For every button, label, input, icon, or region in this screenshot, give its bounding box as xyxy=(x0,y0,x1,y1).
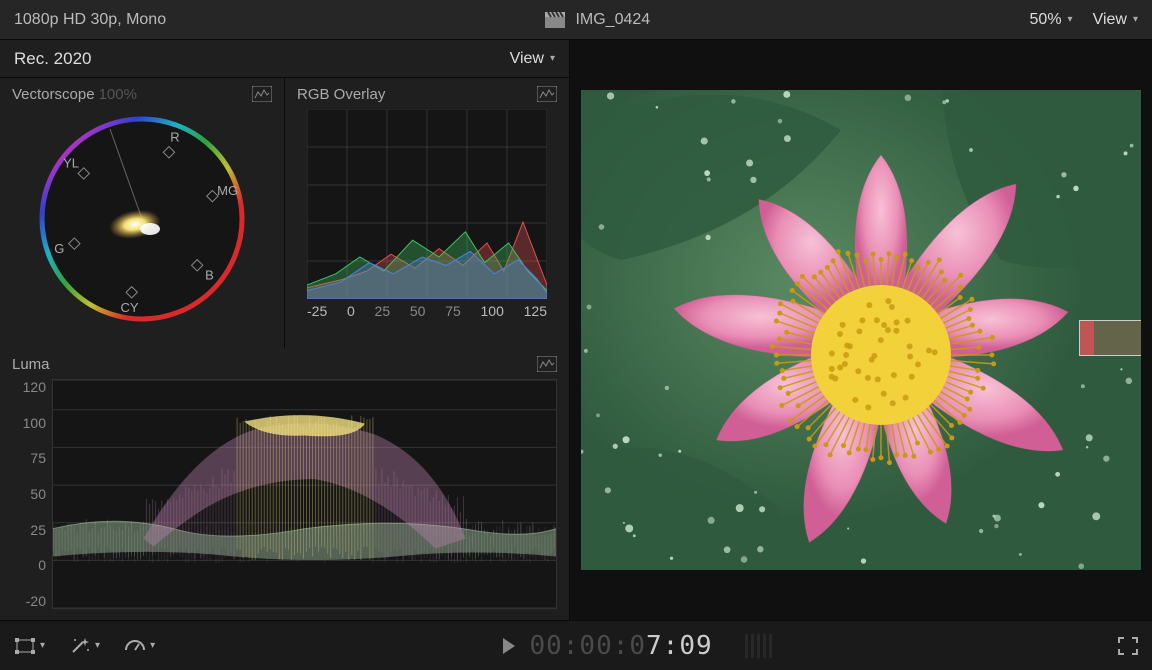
view-label: View xyxy=(1093,11,1127,29)
crop-handle[interactable] xyxy=(1079,320,1141,356)
viewer-image xyxy=(581,90,1141,570)
luma-graph xyxy=(53,380,556,608)
timecode-lit: 7:09 xyxy=(646,631,713,661)
fullscreen-button[interactable] xyxy=(1118,637,1138,655)
playback-controls: 00:00:07:09 xyxy=(501,631,771,661)
chevron-down-icon: ▾ xyxy=(1133,14,1138,25)
timecode-dim: 00:00:0 xyxy=(529,631,646,661)
rgb-overlay-title: RGB Overlay xyxy=(297,86,385,103)
scopes-header: Rec. 2020 View ▾ xyxy=(0,40,569,78)
zoom-dropdown[interactable]: 50% ▾ xyxy=(1030,11,1073,29)
vectorscope-title: Vectorscope xyxy=(12,86,95,103)
chevron-down-icon: ▾ xyxy=(1068,14,1073,25)
transform-tool[interactable]: ▾ xyxy=(14,637,45,655)
svg-text:CY: CY xyxy=(120,300,138,315)
colorspace-label: Rec. 2020 xyxy=(14,49,510,69)
chevron-down-icon: ▾ xyxy=(550,53,555,64)
svg-text:MG: MG xyxy=(217,183,238,198)
luma-panel: Luma 1201007550250-20 xyxy=(0,348,569,620)
svg-text:R: R xyxy=(170,129,179,144)
viewer-canvas[interactable] xyxy=(581,90,1141,570)
viewer-view-dropdown[interactable]: View ▾ xyxy=(1093,11,1138,29)
retime-tool[interactable]: ▾ xyxy=(124,637,155,655)
chevron-down-icon: ▾ xyxy=(95,640,100,651)
play-button[interactable] xyxy=(501,637,517,655)
svg-text:G: G xyxy=(54,241,64,256)
rgb-overlay-panel: RGB Overlay -250255075100125 xyxy=(285,78,569,348)
viewer xyxy=(570,40,1152,620)
scope-settings-icon[interactable] xyxy=(252,86,272,102)
scope-settings-icon[interactable] xyxy=(537,86,557,102)
scopes-panel: Rec. 2020 View ▾ Vectorscope 100% xyxy=(0,40,570,620)
luma-yaxis: 1201007550250-20 xyxy=(12,379,52,609)
zoom-value: 50% xyxy=(1030,11,1062,29)
scope-settings-icon[interactable] xyxy=(537,356,557,372)
audio-skimmer-icon xyxy=(745,634,772,658)
chevron-down-icon: ▾ xyxy=(40,640,45,651)
svg-text:B: B xyxy=(205,268,214,283)
clip-name: IMG_0424 xyxy=(575,11,650,29)
timecode-display[interactable]: 00:00:07:09 xyxy=(529,631,712,661)
rgb-overlay-ticks: -250255075100125 xyxy=(307,303,547,319)
viewer-top-bar: 1080p HD 30p, Mono IMG_0424 50% ▾ View ▾ xyxy=(0,0,1152,40)
luma-title: Luma xyxy=(12,356,50,373)
format-label: 1080p HD 30p, Mono xyxy=(14,11,166,29)
rgb-overlay-graph xyxy=(307,109,547,299)
vectorscope-percent: 100% xyxy=(99,86,137,103)
clapperboard-icon xyxy=(545,12,565,28)
vectorscope-graph: R MG B CY G YL xyxy=(32,109,252,329)
vectorscope-panel: Vectorscope 100% xyxy=(0,78,285,348)
chevron-down-icon: ▾ xyxy=(150,640,155,651)
bottom-toolbar: ▾ ▾ ▾ 00:00:07:09 xyxy=(0,620,1152,670)
scopes-view-dropdown[interactable]: View ▾ xyxy=(510,50,555,68)
enhance-tool[interactable]: ▾ xyxy=(69,636,100,656)
svg-text:YL: YL xyxy=(63,156,79,171)
